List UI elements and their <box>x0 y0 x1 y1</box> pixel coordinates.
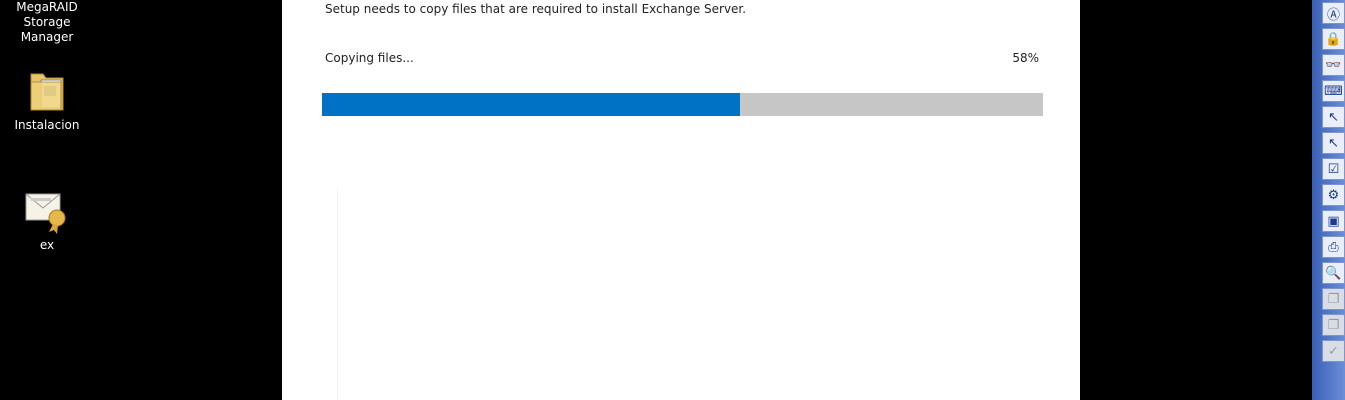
exchange-setup-window: Setup needs to copy files that are requi… <box>282 0 1080 400</box>
folder-icon <box>30 73 64 111</box>
monitor-icon[interactable]: ▣ <box>1322 210 1345 232</box>
accessibility-toolbar: Ⓐ 🔒 👓 ⌨ ↖ ↖ ☑ ⚙ ▣ ⎙ 🔍 ❐ ❐ ✓ <box>1312 0 1345 400</box>
desktop-icon-ex[interactable]: ex <box>2 188 92 253</box>
setup-message: Setup needs to copy files that are requi… <box>325 2 747 16</box>
desktop-icon-label: MegaRAID <box>16 0 78 14</box>
keyboard-highlight-icon[interactable]: ⌨ <box>1322 80 1345 102</box>
desktop-icon-megaraid[interactable]: MegaRAID Storage Manager <box>2 0 92 45</box>
progress-bar-fill <box>322 93 741 116</box>
progress-bar <box>322 93 1043 116</box>
monitor-check-icon[interactable]: ✓ <box>1322 340 1345 362</box>
lock-keyboard-icon[interactable]: 🔒 <box>1322 28 1345 50</box>
desktop-icon-label: Instalacion <box>14 118 80 132</box>
pointer-select-icon[interactable]: ↖ <box>1322 132 1345 154</box>
pointer-box-icon[interactable]: ↖ <box>1322 106 1345 128</box>
progress-percent: 58% <box>1012 51 1039 65</box>
desktop-icon-label: Storage Manager <box>20 15 74 44</box>
printer-icon[interactable]: ⎙ <box>1322 236 1345 258</box>
copy-icon-2[interactable]: ❐ <box>1322 314 1345 336</box>
progress-label: Copying files... <box>325 51 414 65</box>
certificate-envelope-icon <box>25 193 66 234</box>
copy-icon[interactable]: ❐ <box>1322 288 1345 310</box>
gear-wrench-icon[interactable]: ⚙ <box>1322 184 1345 206</box>
glasses-icon[interactable]: 👓 <box>1322 54 1345 76</box>
desktop-icon-label: ex <box>39 238 55 252</box>
checkbox-grid-icon[interactable]: ☑ <box>1322 158 1345 180</box>
desktop-icon-instalacion[interactable]: Instalacion <box>2 66 92 133</box>
magnifier-icon[interactable]: 🔍 <box>1322 262 1345 284</box>
character-map-icon[interactable]: Ⓐ <box>1322 2 1345 24</box>
content-panel <box>337 188 1080 400</box>
